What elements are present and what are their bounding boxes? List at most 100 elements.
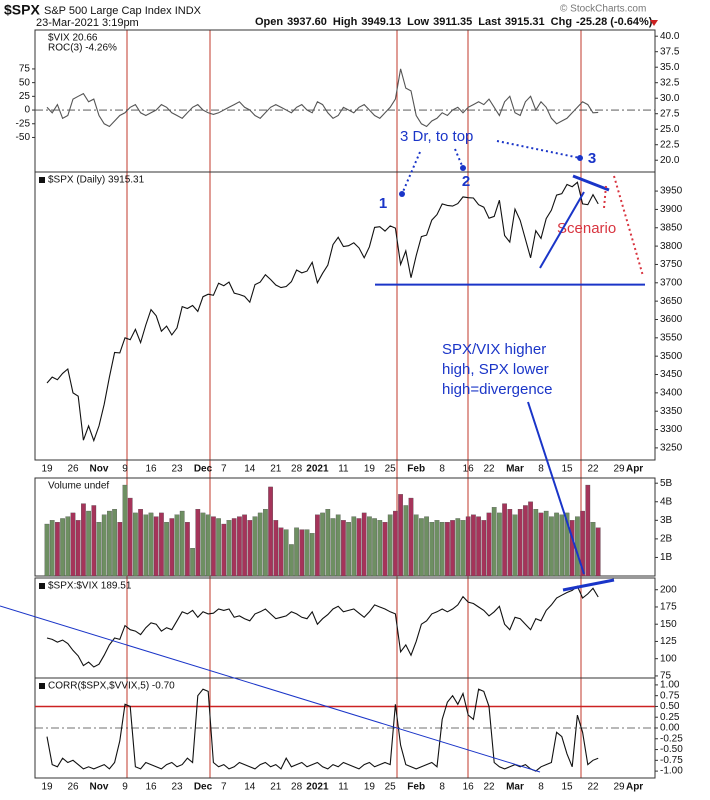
x-tick-label: Mar bbox=[506, 782, 524, 793]
line-series bbox=[46, 585, 599, 668]
quote-value: 3911.35 bbox=[433, 16, 472, 28]
event-lines bbox=[126, 30, 582, 778]
bar bbox=[174, 514, 180, 577]
x-tick-label: 9 bbox=[122, 464, 128, 475]
quote-label: Open bbox=[255, 16, 283, 28]
divergence-note: SPX/VIX higher bbox=[442, 341, 546, 358]
bar bbox=[325, 509, 331, 577]
bar bbox=[159, 512, 164, 577]
y-tick-label: 3B bbox=[660, 515, 673, 526]
y-tick-label: 3700 bbox=[660, 277, 683, 288]
x-tick-label: 2021 bbox=[306, 782, 329, 793]
x-tick-label: 26 bbox=[67, 464, 79, 475]
bar bbox=[133, 512, 138, 577]
bar bbox=[289, 544, 294, 577]
bar bbox=[533, 509, 539, 577]
bar bbox=[247, 520, 253, 577]
bar bbox=[205, 514, 211, 577]
legend-entry: $VIX 20.66 bbox=[48, 33, 98, 44]
x-tick-label: 19 bbox=[41, 464, 53, 475]
y-tick-label: 30.0 bbox=[660, 93, 680, 104]
bar bbox=[450, 520, 455, 577]
panel-title: Volume undef bbox=[48, 481, 109, 492]
date: 23-Mar-2021 3:19pm bbox=[36, 17, 139, 29]
y-tick-label: 3900 bbox=[660, 204, 683, 215]
bar bbox=[315, 514, 320, 577]
y-tick-label: 3450 bbox=[660, 369, 683, 380]
bar bbox=[60, 518, 65, 577]
x-tick-label: 25 bbox=[385, 782, 397, 793]
y-tick-label: 175 bbox=[660, 602, 677, 613]
bar bbox=[195, 509, 201, 577]
x-tick-label: 29 bbox=[613, 782, 625, 793]
ratio-trend bbox=[562, 578, 615, 592]
x-tick-label: 16 bbox=[145, 464, 157, 475]
bar bbox=[585, 484, 591, 577]
bar bbox=[507, 509, 513, 577]
y-tick-label: 100 bbox=[660, 653, 677, 664]
bar bbox=[361, 512, 367, 577]
x-tick-label: 15 bbox=[561, 464, 573, 475]
arrow-head bbox=[577, 155, 583, 161]
y-tick-label: 50 bbox=[19, 77, 31, 88]
bar bbox=[101, 514, 107, 577]
bar bbox=[471, 514, 476, 577]
bar bbox=[164, 522, 169, 577]
bar bbox=[75, 520, 81, 577]
y-tick-label: 75 bbox=[19, 64, 31, 75]
down-arrow bbox=[650, 20, 658, 26]
y-tick-label: 150 bbox=[660, 619, 677, 630]
bar bbox=[486, 512, 492, 577]
x-tick-label: Nov bbox=[90, 464, 109, 475]
bar bbox=[153, 516, 159, 577]
bar bbox=[278, 527, 284, 577]
x-tick-label: 15 bbox=[561, 782, 573, 793]
y-tick-label: 3250 bbox=[660, 443, 683, 454]
bar bbox=[554, 512, 559, 577]
bar bbox=[528, 501, 533, 577]
y-tick-label: 3950 bbox=[660, 186, 683, 197]
y-tick-label: 3350 bbox=[660, 406, 683, 417]
bar bbox=[299, 529, 305, 577]
x-tick-label: Apr bbox=[626, 782, 643, 793]
x-tick-label: Dec bbox=[194, 782, 213, 793]
bar bbox=[403, 505, 409, 577]
quote-label: Chg bbox=[551, 16, 572, 28]
y-tick-label: 0 bbox=[24, 105, 30, 116]
pointer bbox=[527, 401, 585, 575]
x-tick-label: 8 bbox=[538, 782, 544, 793]
bar bbox=[268, 486, 273, 577]
quote-value: 3915.31 bbox=[505, 16, 545, 28]
scenario-arrow bbox=[603, 185, 607, 209]
x-tick-label: 8 bbox=[538, 464, 544, 475]
quote-label: High bbox=[333, 16, 358, 28]
bar bbox=[330, 518, 336, 577]
y-tick-label: -0.75 bbox=[660, 755, 683, 766]
x-tick-label: Apr bbox=[626, 464, 643, 475]
bar bbox=[179, 510, 185, 577]
bar bbox=[335, 514, 341, 577]
y-tick-label: 4B bbox=[660, 496, 673, 507]
bar bbox=[445, 522, 450, 577]
x-tick-label: 2021 bbox=[306, 464, 329, 475]
x-tick-label: Feb bbox=[407, 464, 425, 475]
line-series bbox=[46, 68, 599, 128]
bar bbox=[263, 509, 268, 577]
x-tick-label: 23 bbox=[171, 464, 183, 475]
bar bbox=[237, 516, 242, 577]
bar bbox=[304, 529, 310, 577]
bar bbox=[569, 520, 575, 577]
bar bbox=[413, 514, 419, 577]
bar bbox=[200, 512, 206, 577]
bar bbox=[216, 518, 221, 577]
x-tick-label: Dec bbox=[194, 464, 213, 475]
legend-marker bbox=[39, 683, 45, 689]
x-tick-label: 22 bbox=[483, 464, 495, 475]
x-tick-label: 11 bbox=[338, 464, 349, 475]
quote-value: 3949.13 bbox=[361, 16, 401, 28]
bar bbox=[543, 510, 549, 577]
bar bbox=[424, 516, 429, 577]
bar bbox=[517, 509, 523, 577]
bar bbox=[580, 510, 585, 577]
bar bbox=[211, 516, 216, 577]
